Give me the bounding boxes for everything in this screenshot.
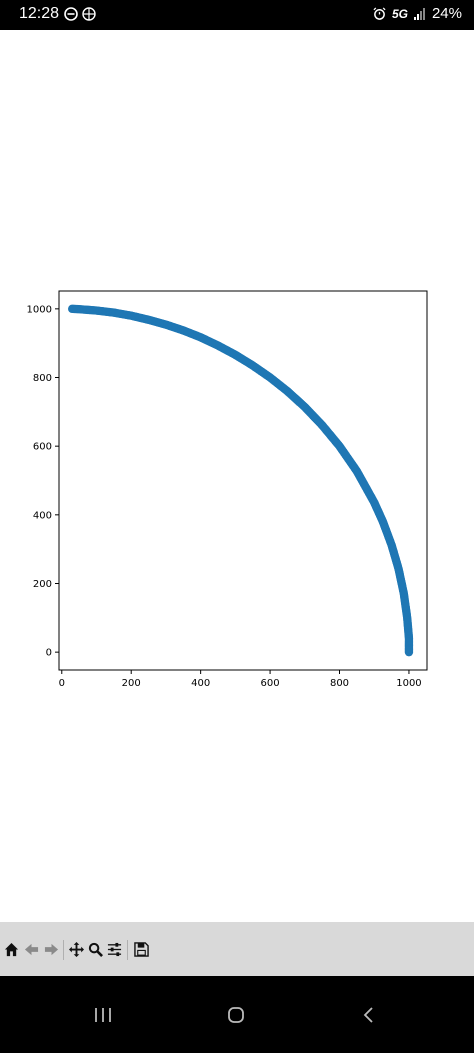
recents-button[interactable] [86,998,120,1032]
zoom-button[interactable] [87,941,104,958]
x-tick-label: 0 [59,678,65,689]
pan-button[interactable] [68,941,85,958]
x-tick-label: 200 [122,678,141,689]
y-tick-label: 0 [46,648,52,659]
y-tick-label: 200 [33,579,52,590]
home-button[interactable] [3,941,20,958]
save-button[interactable] [133,941,150,958]
x-tick-label: 1000 [396,678,421,689]
x-tick-label: 800 [330,678,349,689]
battery-label: 24% [431,5,462,22]
status-time: 12:28 [19,5,60,22]
network-label: 5G [391,6,408,21]
save-icon [134,942,149,957]
x-tick-label: 600 [261,678,280,689]
home-nav-button[interactable] [219,998,253,1032]
back-button[interactable] [23,941,40,958]
y-tick-label: 800 [33,373,52,384]
toolbar-separator [127,940,128,960]
recents-icon [95,1008,111,1022]
back-icon [24,943,39,956]
home-icon [4,942,19,957]
y-tick-label: 1000 [27,304,52,315]
do-not-disturb-icon [64,7,78,21]
figure-canvas[interactable]: 0 200 400 600 800 1000 0 200 400 600 800 1000 [0,30,474,922]
zoom-icon [88,942,103,957]
y-tick-label: 400 [33,510,52,521]
vpn-icon [82,7,96,21]
back-chevron-icon [363,1007,373,1023]
signal-icon [413,7,425,20]
back-nav-button[interactable] [352,998,386,1032]
configure-subplots-button[interactable] [106,941,123,958]
forward-button[interactable] [43,941,60,958]
x-tick-label: 400 [191,678,210,689]
pan-icon [69,942,84,957]
home-circle-icon [228,1007,244,1023]
data-point [404,647,414,657]
matplotlib-toolbar [0,922,474,976]
status-bar: 12:28 5G 24% [0,0,474,30]
scatter-chart: 0 200 400 600 800 1000 0 200 400 600 800 1000 [27,290,428,689]
status-right: 5G 24% [373,5,462,22]
axes-frame [58,290,428,671]
alarm-icon [373,7,386,20]
configure-subplots-icon [107,942,122,957]
forward-icon [44,943,59,956]
y-tick-label: 600 [33,442,52,453]
android-nav-bar [0,976,474,1053]
toolbar-separator [63,940,64,960]
